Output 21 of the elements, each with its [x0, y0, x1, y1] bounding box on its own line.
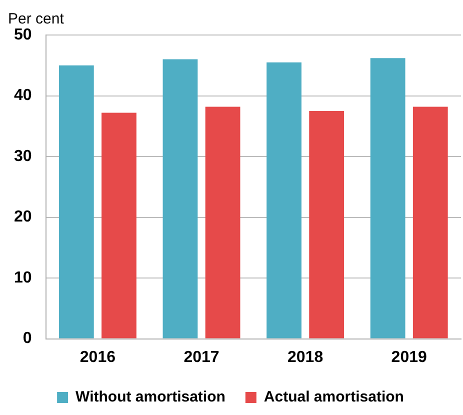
y-tick-label: 20 [14, 208, 32, 226]
y-tick-label: 30 [14, 148, 32, 165]
x-tick-label: 2019 [391, 348, 427, 366]
x-tick-label: 2018 [288, 348, 324, 366]
bar [162, 59, 198, 338]
bar [266, 62, 302, 338]
y-tick-label: 40 [14, 87, 32, 104]
bar [102, 112, 136, 338]
x-tick-label: 2016 [80, 348, 116, 366]
legend-label: Without amortisation [76, 388, 226, 406]
y-tick-label: 50 [14, 26, 32, 44]
legend-label: Actual amortisation [264, 388, 404, 406]
x-tick-label: 2017 [184, 348, 220, 366]
y-tick-label: 10 [14, 269, 32, 286]
y-axis-title: Per cent [8, 10, 65, 28]
bar [205, 106, 240, 338]
bar [58, 65, 94, 338]
y-tick-label: 0 [22, 330, 32, 348]
bar [309, 110, 344, 338]
bar [370, 58, 406, 338]
bar [412, 106, 448, 338]
